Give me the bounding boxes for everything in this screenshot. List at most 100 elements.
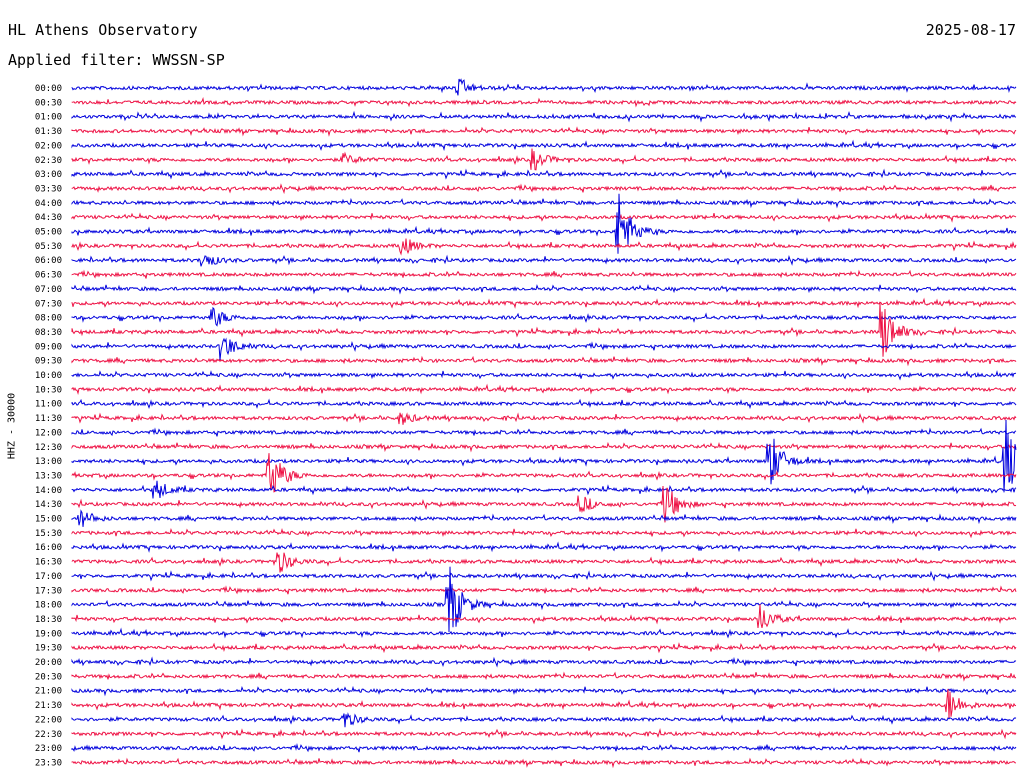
time-label: 16:30 — [35, 558, 62, 568]
trace-line — [71, 148, 1017, 171]
trace-line — [71, 427, 1017, 437]
time-label: 23:30 — [35, 758, 62, 768]
time-label: 16:00 — [35, 543, 62, 553]
time-label: 02:00 — [35, 141, 62, 151]
time-label: 03:30 — [35, 184, 62, 194]
time-label: 09:30 — [35, 357, 62, 367]
time-label: 17:00 — [35, 572, 62, 582]
time-label: 08:30 — [35, 328, 62, 338]
trace-line — [71, 528, 1017, 539]
time-label: 22:00 — [35, 715, 62, 725]
date-label: 2025-08-17 — [925, 21, 1016, 39]
trace-line — [71, 297, 1017, 309]
time-label: 21:00 — [35, 687, 62, 697]
time-label: 01:30 — [35, 127, 62, 137]
trace-line — [71, 306, 1017, 327]
trace-line — [71, 337, 1017, 361]
time-label: 04:00 — [35, 199, 62, 209]
time-label: 18:30 — [35, 615, 62, 625]
trace-line — [71, 193, 1017, 254]
trace-line — [71, 212, 1017, 223]
trace-line — [71, 302, 1017, 357]
time-label: 01:00 — [35, 113, 62, 123]
time-label: 15:00 — [35, 515, 62, 525]
trace-line — [71, 585, 1017, 595]
trace-line — [71, 370, 1017, 381]
trace-line — [71, 126, 1017, 137]
time-label: 20:00 — [35, 658, 62, 668]
trace-line — [71, 398, 1017, 410]
trace-line — [71, 383, 1017, 395]
trace-line — [71, 97, 1017, 108]
trace-line — [71, 139, 1017, 152]
trace-line — [71, 570, 1017, 582]
time-label: 11:30 — [35, 414, 62, 424]
trace-line — [71, 743, 1017, 753]
trace-line — [71, 685, 1017, 697]
time-label: 02:30 — [35, 156, 62, 166]
time-label: 17:30 — [35, 586, 62, 596]
trace-line — [71, 642, 1017, 654]
trace-line — [71, 355, 1017, 367]
time-label: 19:00 — [35, 629, 62, 639]
trace-line — [71, 238, 1017, 256]
time-label: 05:00 — [35, 228, 62, 238]
time-label: 14:30 — [35, 500, 62, 510]
time-label: 10:30 — [35, 385, 62, 395]
trace-line — [71, 627, 1017, 639]
station-title: HL Athens Observatory — [8, 21, 198, 39]
trace-line — [71, 269, 1017, 279]
time-label: 08:00 — [35, 314, 62, 324]
channel-scale-label: HHZ - 30000 — [6, 392, 18, 460]
trace-line — [71, 254, 1017, 267]
seismic-traces — [71, 78, 1017, 769]
time-label: 00:00 — [35, 84, 62, 94]
time-label: 21:30 — [35, 701, 62, 711]
trace-line — [71, 480, 1017, 499]
trace-line — [71, 541, 1017, 553]
time-label: 05:30 — [35, 242, 62, 252]
time-labels: 00:00 00:30 01:00 01:30 02:00 02:30 03:00 03:30… — [35, 84, 62, 768]
trace-line — [71, 441, 1017, 453]
time-label: 20:30 — [35, 672, 62, 682]
time-label: 13:30 — [35, 471, 62, 481]
trace-line — [71, 509, 1017, 527]
trace-line — [71, 412, 1017, 425]
trace-line — [71, 197, 1017, 209]
trace-line — [71, 453, 1017, 493]
time-label: 23:00 — [35, 744, 62, 754]
time-label: 06:30 — [35, 271, 62, 281]
trace-line — [71, 757, 1017, 769]
time-label: 19:30 — [35, 644, 62, 654]
trace-line — [71, 712, 1017, 728]
trace-line — [71, 552, 1017, 573]
trace-line — [71, 283, 1017, 295]
trace-line — [71, 566, 1017, 633]
time-label: 22:30 — [35, 730, 62, 740]
time-label: 10:00 — [35, 371, 62, 381]
trace-line — [71, 728, 1017, 740]
trace-line — [71, 168, 1017, 180]
trace-line — [71, 688, 1017, 719]
trace-line — [71, 183, 1017, 195]
trace-line — [71, 78, 1017, 96]
trace-line — [71, 110, 1017, 123]
time-label: 00:30 — [35, 98, 62, 108]
time-label: 07:30 — [35, 299, 62, 309]
trace-line — [71, 656, 1017, 668]
time-label: 04:30 — [35, 213, 62, 223]
trace-line — [71, 419, 1017, 493]
trace-line — [71, 485, 1017, 523]
trace-line — [71, 604, 1017, 629]
time-label: 09:00 — [35, 342, 62, 352]
trace-line — [71, 671, 1017, 682]
time-label: 03:00 — [35, 170, 62, 180]
time-label: 11:00 — [35, 400, 62, 410]
time-label: 12:00 — [35, 428, 62, 438]
time-label: 15:30 — [35, 529, 62, 539]
time-label: 12:30 — [35, 443, 62, 453]
time-label: 14:00 — [35, 486, 62, 496]
time-label: 06:00 — [35, 256, 62, 266]
time-label: 18:00 — [35, 601, 62, 611]
